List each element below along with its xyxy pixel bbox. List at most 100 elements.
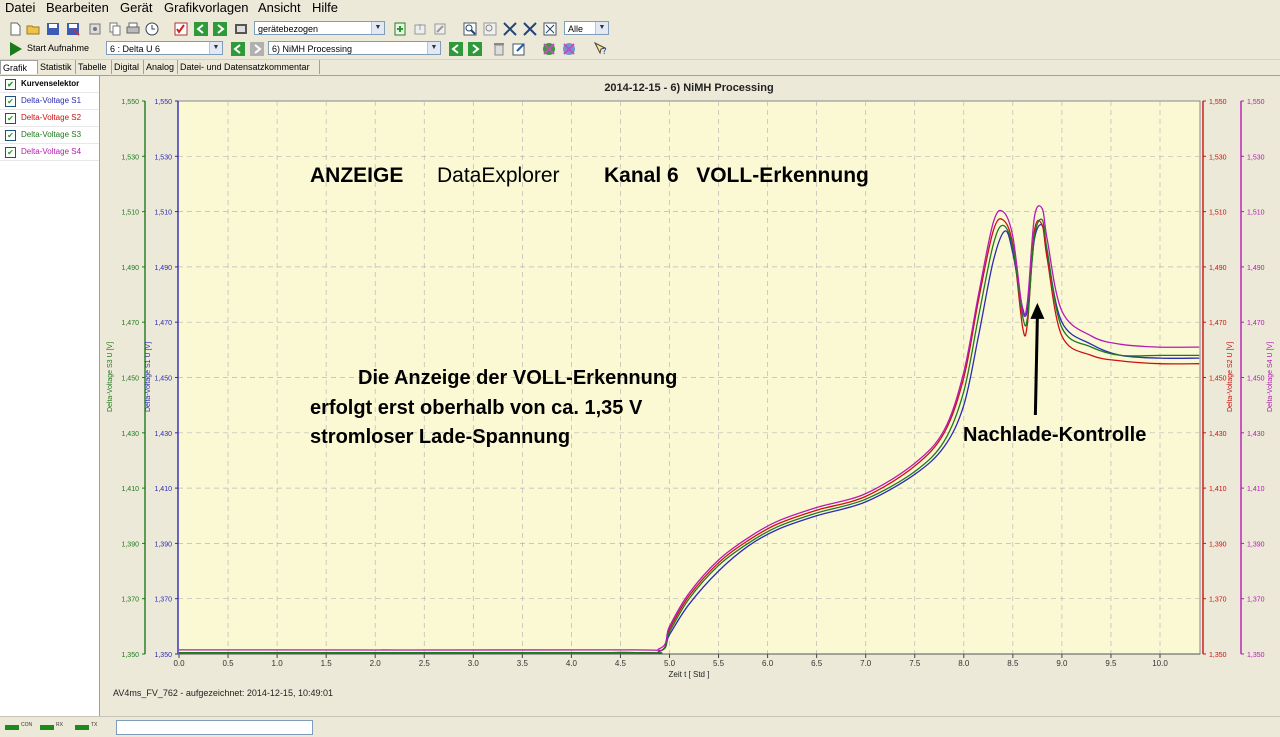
start-recording-button[interactable]: Start Aufnahme [27, 43, 90, 53]
y-tick-label: 1,430 [1247, 431, 1265, 438]
device-icon[interactable] [234, 22, 248, 36]
channel-select[interactable]: 6 : Delta U 6 ▼ [106, 41, 223, 55]
y-tick-label: 1,490 [121, 265, 139, 272]
tools-icon[interactable] [562, 42, 576, 56]
y-tick-label: 1,490 [154, 265, 172, 272]
channel-value: 6 : Delta U 6 [110, 44, 161, 54]
voltage-chart[interactable]: 0.0 0.5 1.0 1.5 2.0 2.5 3.0 3.5 4.0 4.5 5.0 5.5 6.0 6… [100, 76, 1280, 716]
help-icon[interactable]: ? [594, 42, 608, 56]
y-axis-label-s3: Delta-Voltage S3 U [V] [107, 342, 114, 412]
y-tick-label: 1,370 [1209, 597, 1227, 604]
curve-item-s4[interactable]: ✔ Delta-Voltage S4 [0, 144, 99, 161]
check-icon[interactable]: ✔ [5, 79, 16, 90]
settings-globe-icon[interactable] [542, 42, 556, 56]
prev-template-icon[interactable] [449, 42, 463, 56]
tab-grafik[interactable]: Grafik [0, 60, 38, 74]
play-icon[interactable] [9, 41, 23, 57]
template-select[interactable]: 6) NiMH Processing ▼ [268, 41, 441, 55]
next-channel-icon[interactable] [250, 42, 264, 56]
menu-grafikvorlagen[interactable]: Grafikvorlagen [164, 0, 249, 15]
check-icon[interactable]: ✔ [5, 113, 16, 124]
next-template-icon[interactable] [468, 42, 482, 56]
x-tick-label: 0.5 [222, 659, 234, 668]
x-tick-label: 9.5 [1105, 659, 1117, 668]
menu-ansicht[interactable]: Ansicht [258, 0, 301, 15]
axis-y-icon[interactable] [523, 22, 537, 36]
x-tick-label: 2.0 [370, 659, 382, 668]
y-tick-label: 1,390 [154, 541, 172, 548]
axis-x-icon[interactable] [503, 22, 517, 36]
device-mode-select[interactable]: gerätebezogen ▼ [254, 21, 385, 35]
x-tick-label: 2.5 [419, 659, 431, 668]
menu-geraet[interactable]: Gerät [120, 0, 153, 15]
back-arrow-icon[interactable] [194, 22, 208, 36]
tab-kommentar[interactable]: Datei- und Datensatzkommentar [178, 60, 320, 74]
menu-hilfe[interactable]: Hilfe [312, 0, 339, 15]
add-document-icon[interactable] [393, 22, 407, 36]
y-tick-label: 1,350 [1247, 652, 1265, 659]
x-tick-label: 4.5 [615, 659, 627, 668]
check-icon[interactable]: ✔ [5, 130, 16, 141]
chevron-down-icon[interactable]: ▼ [595, 22, 608, 34]
device-mode-value: gerätebezogen [258, 24, 319, 34]
export-icon[interactable] [413, 22, 427, 36]
svg-text:?: ? [602, 47, 607, 56]
zoom-area-icon[interactable] [483, 22, 497, 36]
menu-bar: Datei Bearbeiten Gerät Grafikvorlagen An… [0, 0, 1280, 17]
y-tick-label: 1,550 [1209, 99, 1227, 106]
checklist-icon[interactable] [174, 22, 188, 36]
menu-bearbeiten[interactable]: Bearbeiten [46, 0, 109, 15]
save-icon[interactable] [46, 22, 60, 36]
forward-arrow-icon[interactable] [213, 22, 227, 36]
x-tick-label: 0.0 [173, 659, 185, 668]
filter-select[interactable]: Alle ▼ [564, 21, 609, 35]
y-tick-label: 1,550 [1247, 99, 1265, 106]
new-file-icon[interactable] [8, 22, 22, 36]
y-tick-label: 1,410 [121, 486, 139, 493]
y-tick-label: 1,430 [154, 431, 172, 438]
y-tick-label: 1,370 [1247, 597, 1265, 604]
curve-item-s3[interactable]: ✔ Delta-Voltage S3 [0, 127, 99, 144]
delete-icon[interactable] [492, 42, 506, 56]
y-tick-label: 1,530 [1247, 154, 1265, 161]
check-icon[interactable]: ✔ [5, 96, 16, 107]
x-tick-label: 7.5 [909, 659, 921, 668]
y-tick-label: 1,450 [154, 376, 172, 383]
y-tick-label: 1,390 [1247, 541, 1265, 548]
check-icon[interactable]: ✔ [5, 147, 16, 158]
fit-icon[interactable] [543, 22, 557, 36]
save-as-icon[interactable] [66, 22, 80, 36]
rx-label: RX [56, 722, 63, 728]
curve-selector-header[interactable]: ✔ Kurvenselektor [0, 76, 99, 93]
curve-label: Delta-Voltage S2 [21, 113, 82, 122]
curve-item-s1[interactable]: ✔ Delta-Voltage S1 [0, 93, 99, 110]
y-tick-label: 1,410 [1247, 486, 1265, 493]
curve-selector-panel: ✔ Kurvenselektor ✔ Delta-Voltage S1 ✔ De… [0, 76, 100, 716]
annotation-arrow-label: Nachlade-Kontrolle [963, 424, 1146, 446]
tab-tabelle[interactable]: Tabelle [76, 60, 112, 74]
tab-digital[interactable]: Digital [112, 60, 144, 74]
status-text-field[interactable] [116, 720, 313, 735]
y-tick-label: 1,450 [1247, 376, 1265, 383]
prev-channel-icon[interactable] [231, 42, 245, 56]
print-icon[interactable] [126, 22, 140, 36]
copy-icon[interactable] [108, 22, 122, 36]
open-folder-icon[interactable] [26, 22, 40, 36]
zoom-icon[interactable] [463, 22, 477, 36]
edit-template-icon[interactable] [512, 42, 526, 56]
chevron-down-icon[interactable]: ▼ [209, 42, 222, 54]
recording-info: AV4ms_FV_762 - aufgezeichnet: 2014-12-15… [113, 688, 333, 698]
x-tick-label: 4.0 [566, 659, 578, 668]
edit-icon[interactable] [433, 22, 447, 36]
curve-item-s2[interactable]: ✔ Delta-Voltage S2 [0, 110, 99, 127]
rx-led-icon [40, 725, 54, 730]
grid-lines [178, 101, 1200, 654]
clock-icon[interactable] [145, 22, 159, 36]
menu-datei[interactable]: Datei [5, 0, 36, 15]
chevron-down-icon[interactable]: ▼ [427, 42, 440, 54]
properties-icon[interactable] [88, 22, 102, 36]
tab-statistik[interactable]: Statistik [38, 60, 76, 74]
tab-analog[interactable]: Analog [144, 60, 178, 74]
chevron-down-icon[interactable]: ▼ [371, 22, 384, 34]
x-tick-label: 1.5 [321, 659, 333, 668]
